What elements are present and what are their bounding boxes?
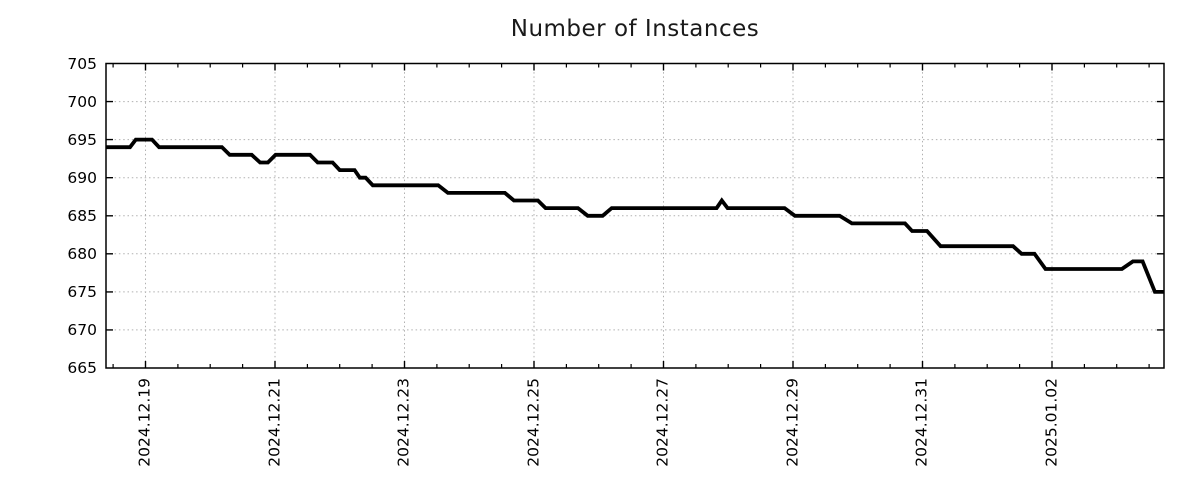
y-tick-label: 695 xyxy=(67,130,97,149)
y-tick-label: 690 xyxy=(67,168,97,187)
x-tick-label: 2025.01.02 xyxy=(1042,378,1061,467)
x-tick-label: 2024.12.31 xyxy=(912,378,931,467)
x-tick-label: 2024.12.23 xyxy=(394,378,413,467)
y-tick-label: 685 xyxy=(67,206,97,225)
y-tick-label: 665 xyxy=(67,359,97,377)
x-tick-label: 2024.12.29 xyxy=(783,378,802,467)
y-tick-label: 700 xyxy=(67,92,97,111)
y-tick-label: 675 xyxy=(67,282,97,301)
x-tick-label: 2024.12.27 xyxy=(653,378,672,467)
plot-border xyxy=(105,62,1165,369)
chart-title: Number of Instances xyxy=(510,16,760,42)
y-tick-label: 705 xyxy=(67,54,97,73)
y-tick-label: 670 xyxy=(67,320,97,339)
grid-lines xyxy=(106,63,1164,368)
x-tick-label: 2024.12.25 xyxy=(524,378,543,467)
series-line xyxy=(106,137,1164,294)
major-ticks xyxy=(106,63,1164,368)
x-tick-label: 2024.12.19 xyxy=(135,378,154,467)
minor-ticks xyxy=(112,63,1150,368)
x-tick-label: 2024.12.21 xyxy=(265,378,284,467)
y-tick-label: 680 xyxy=(67,244,97,263)
